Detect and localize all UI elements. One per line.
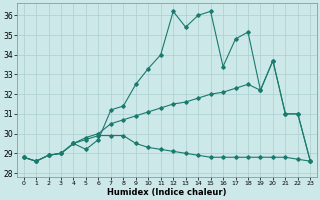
X-axis label: Humidex (Indice chaleur): Humidex (Indice chaleur) [107, 188, 227, 197]
